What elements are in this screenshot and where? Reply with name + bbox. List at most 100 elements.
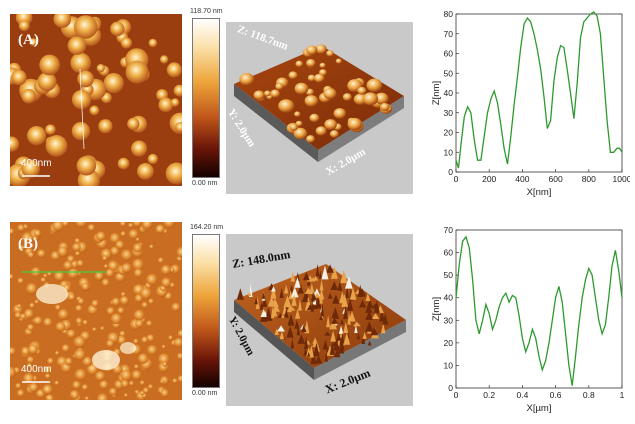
grain — [33, 316, 43, 326]
plot-frame — [455, 229, 623, 389]
grain-bump — [306, 59, 316, 68]
grain — [103, 264, 109, 269]
grain-spike — [301, 323, 307, 333]
grain-spike — [290, 337, 294, 349]
grain-spike — [301, 297, 309, 302]
grain-spike — [271, 286, 276, 292]
grain — [73, 348, 86, 361]
grain-spike — [331, 307, 340, 319]
plot-frame — [455, 13, 623, 173]
grain — [21, 159, 40, 178]
grain — [100, 326, 105, 331]
y-axis-label: Z[nm] — [431, 297, 442, 321]
grain — [116, 335, 127, 345]
afm-height-image-a: (A) 400nm — [10, 14, 182, 186]
x-tick-label: 0 — [454, 174, 459, 184]
grain — [32, 235, 39, 242]
grain-bump — [293, 127, 308, 140]
grain — [137, 353, 149, 364]
grain-spike — [322, 339, 329, 350]
grain — [44, 373, 51, 379]
grain — [61, 222, 69, 227]
grain — [27, 324, 35, 332]
grain — [28, 236, 33, 241]
grain — [120, 291, 126, 297]
grain-spike — [259, 301, 264, 310]
y-tick-label: 10 — [444, 147, 454, 157]
grain-spike — [306, 278, 311, 286]
grain-spike — [338, 341, 345, 354]
grain-bump — [323, 88, 337, 100]
grain — [67, 267, 79, 280]
y-tick-label: 30 — [444, 108, 454, 118]
grain-spike — [362, 332, 367, 339]
grain — [73, 15, 98, 39]
grain — [75, 304, 83, 312]
grain — [87, 223, 96, 232]
grain — [146, 334, 155, 343]
grain — [120, 222, 126, 227]
grain-spike — [284, 308, 289, 318]
grain-spike — [294, 308, 301, 319]
grain — [161, 277, 172, 288]
grain-spike — [333, 348, 341, 358]
grain — [120, 37, 133, 49]
grain-spike — [264, 307, 273, 321]
grain — [141, 336, 149, 344]
grain — [173, 337, 182, 348]
grain — [119, 295, 130, 306]
grain — [166, 62, 182, 78]
x-tick-label: 0.6 — [550, 390, 562, 400]
grain-bump — [329, 130, 339, 138]
grain-spike — [312, 337, 318, 344]
grain — [72, 380, 82, 390]
panel-label-b: (B) — [18, 236, 38, 252]
grain-bump — [366, 78, 383, 93]
grain — [21, 346, 31, 356]
y-tick-label: 10 — [444, 360, 454, 370]
grain — [155, 224, 165, 234]
grain — [89, 105, 100, 116]
grain — [92, 327, 97, 332]
grain — [125, 60, 149, 84]
grain-spike — [290, 271, 296, 282]
grain-spike — [313, 292, 321, 298]
grain — [53, 14, 72, 28]
grain — [17, 224, 25, 232]
grain-bump — [357, 86, 367, 95]
grain-spike — [343, 332, 351, 345]
grain — [135, 319, 144, 328]
grain — [10, 347, 16, 356]
grain — [75, 317, 83, 325]
grain — [121, 262, 132, 274]
grain — [160, 379, 165, 384]
grain — [52, 222, 65, 232]
grain-spike — [310, 302, 314, 312]
grain — [40, 277, 47, 283]
line-profile-chart-b: 0 10 20 30 40 50 60 70 0 0.2 0.4 0.6 0.8 1 X[µm] Z[nm] — [431, 225, 625, 414]
grain-bump — [239, 73, 255, 86]
grain-bump — [315, 44, 327, 54]
grain — [45, 124, 56, 135]
grain — [127, 117, 140, 131]
grain-spike — [336, 332, 342, 341]
grain-spike — [343, 321, 349, 333]
grain-spike — [365, 321, 374, 332]
grain — [18, 20, 30, 32]
grain — [132, 258, 145, 271]
grain — [10, 136, 20, 152]
grain-spike — [364, 304, 373, 313]
grain — [133, 268, 143, 278]
grain — [128, 222, 134, 228]
grain — [69, 389, 80, 400]
grain-spike — [359, 299, 367, 308]
afm-3d-surface-a — [234, 44, 404, 162]
grain — [26, 356, 35, 364]
x-tick-label: 0.2 — [483, 390, 495, 400]
grain-spike — [338, 284, 343, 291]
grain — [77, 298, 85, 305]
grain-spike — [349, 287, 357, 300]
y-tick-label: 60 — [444, 248, 454, 258]
grain-spike — [319, 279, 324, 291]
grain-spike — [284, 284, 289, 294]
